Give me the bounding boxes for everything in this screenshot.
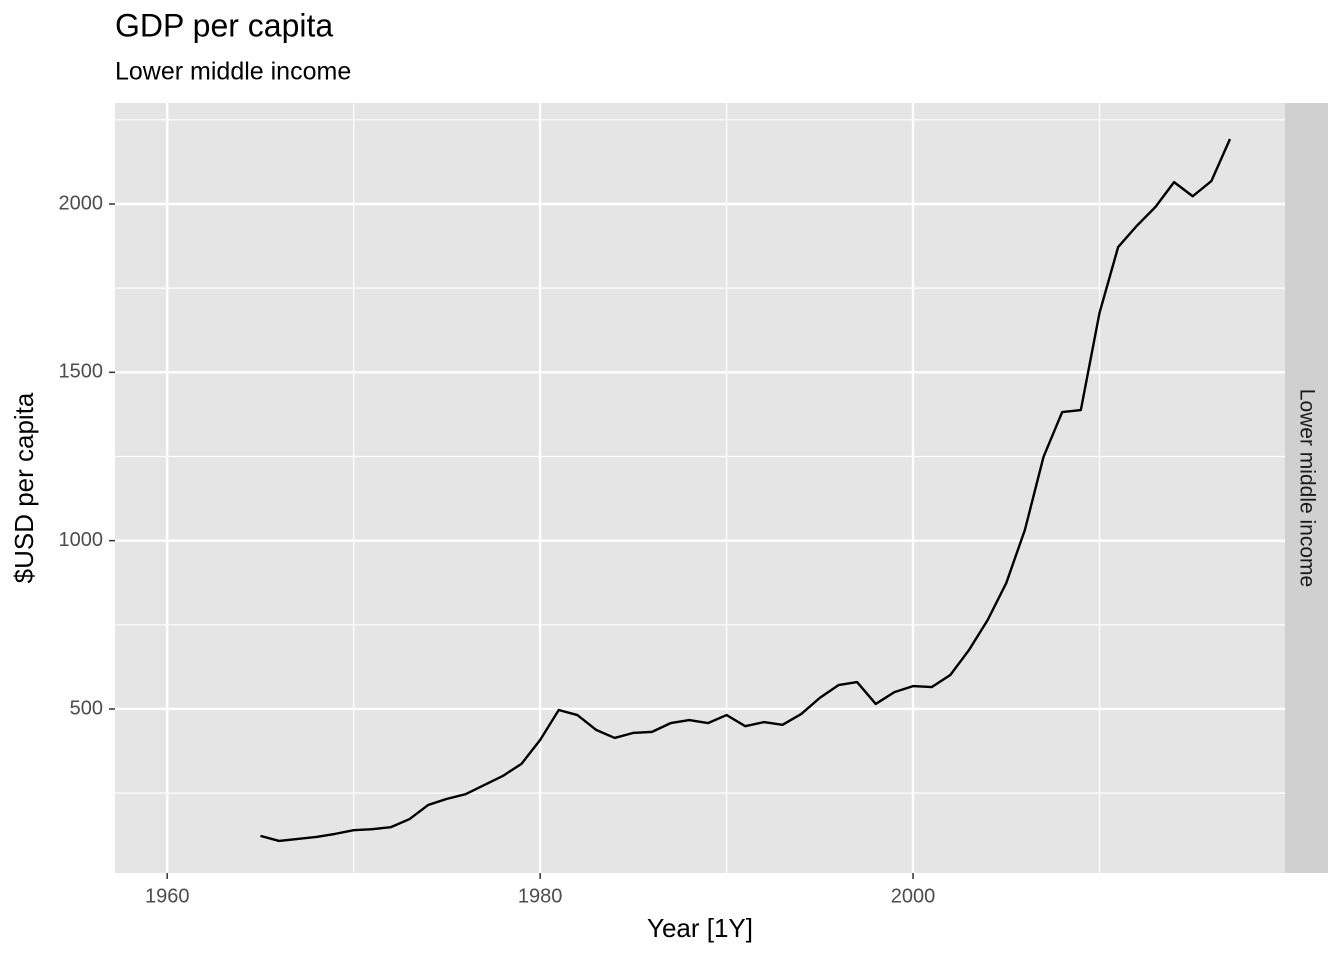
facet-strip <box>1285 103 1328 873</box>
chart-title: GDP per capita <box>115 7 333 43</box>
panel <box>115 103 1285 873</box>
y-tick-label: 2000 <box>59 192 104 214</box>
y-tick-label: 1000 <box>59 529 104 551</box>
x-tick-label: 2000 <box>891 885 936 907</box>
y-tick-label: 500 <box>70 697 103 719</box>
x-tick-label: 1960 <box>145 885 190 907</box>
chart-subtitle: Lower middle income <box>115 58 351 86</box>
x-tick-label: 1980 <box>518 885 563 907</box>
y-axis-title: $USD per capita <box>9 392 39 583</box>
y-tick-label: 1500 <box>59 361 104 383</box>
facet-label: Lower middle income <box>1295 389 1318 587</box>
line <box>260 138 1232 843</box>
x-axis-title: Year [1Y] <box>647 913 753 943</box>
